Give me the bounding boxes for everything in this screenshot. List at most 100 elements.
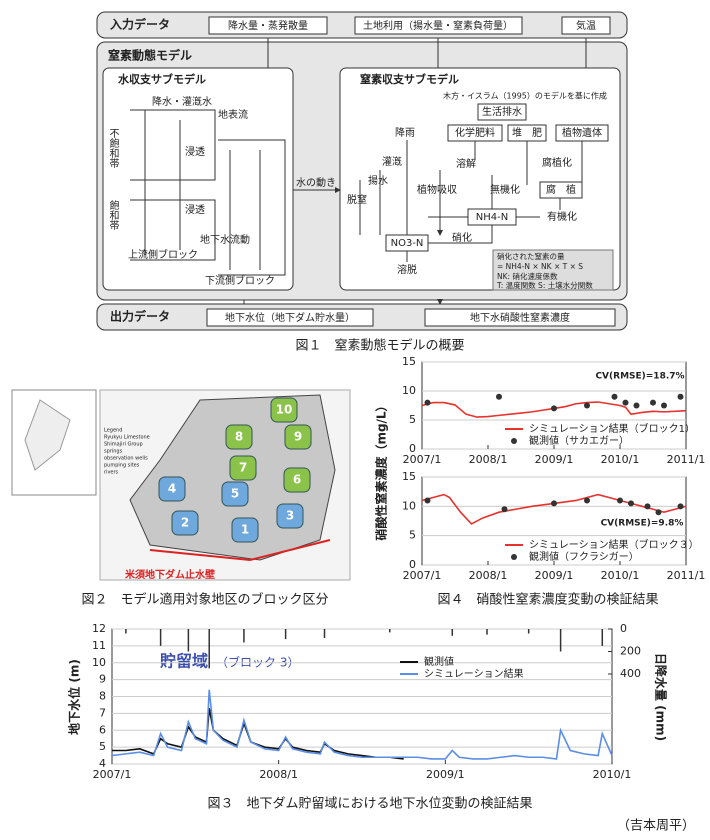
y2-tick-label: 0: [620, 622, 627, 635]
legend-label: 観測値（フクラシガー）: [529, 550, 639, 563]
block-label: 5: [231, 487, 239, 501]
y-tick-label: 0: [409, 558, 416, 571]
y-tick-label: 0: [409, 442, 416, 455]
marker: [661, 402, 667, 409]
y-tick-label: 10: [92, 656, 106, 669]
bar: [601, 629, 604, 646]
bar: [284, 629, 287, 640]
nitrogen-label: 生活排水: [482, 105, 522, 118]
nitrogen-label: 溶脱: [397, 263, 417, 276]
nitrogen-label: 無機化: [490, 183, 520, 196]
nitrogen-label: 脱窒: [347, 193, 367, 206]
nitrogen-label: 有機化: [547, 210, 577, 223]
caption: 図２ モデル適用対象地区のブロック区分: [81, 592, 328, 608]
nitrogen-label: 硝化: [452, 231, 472, 244]
nitrogen-title: 窒素収支サブモデル: [360, 72, 459, 86]
water-label: 地表流: [218, 108, 248, 121]
block-cylinder: [171, 510, 199, 536]
y2-tick-label: 200: [620, 645, 641, 658]
series-line: [111, 689, 613, 760]
water-label: 浸透: [185, 204, 205, 216]
block-cylinder: [229, 455, 257, 481]
y-tick-label: 15: [402, 470, 416, 483]
y-tick-label: 5: [409, 529, 416, 542]
block-label: 9: [294, 430, 302, 444]
x-tick-label: 2008/1: [469, 453, 508, 466]
input-item-label: 気温: [576, 19, 596, 32]
soil-schematic: [130, 109, 286, 276]
bar: [451, 629, 454, 636]
wall-label: 米須地下ダム止水壁: [125, 568, 215, 581]
marker: [617, 497, 623, 504]
marker: [644, 503, 651, 510]
water-box: [102, 67, 294, 291]
legend-text: rivers: [104, 470, 119, 476]
legend-label: 観測値（サカエガー）: [529, 434, 629, 447]
source-note: 木方・イスラム（1995）のモデルを基に作成: [443, 91, 607, 101]
output-title: 出力データ: [110, 309, 170, 324]
y-tick-label: 12: [92, 622, 106, 635]
block-label: 8: [235, 430, 243, 444]
marker: [501, 506, 508, 513]
bar: [527, 629, 530, 634]
marker: [628, 500, 634, 507]
output-item: [424, 308, 616, 327]
input-item-label: 降水量・蒸発散量: [228, 19, 308, 32]
x-tick-label: 2009/1: [535, 453, 574, 466]
chart-subtitle: （ブロック 3）: [216, 655, 299, 670]
figure-1: 入力データ 降水量・蒸発散量 土地利用（揚水量・窒素負荷量） 気温 窒素動態モデ…: [96, 11, 628, 354]
note-line: NK: 硝化速度係数: [497, 271, 558, 281]
nitrogen-label: NO3-N: [391, 238, 424, 249]
x-tick-label: 2007/1: [93, 768, 132, 781]
legend-swatch: [511, 438, 517, 444]
y-tick-label: 11: [92, 639, 106, 652]
block-cylinder: [283, 467, 311, 493]
nitrogen-label: 化学肥料: [455, 126, 495, 139]
water-label: 地下水流動: [200, 233, 250, 246]
legend-text: observation wells: [104, 456, 148, 462]
output-item: [206, 308, 374, 327]
nitrogen-label: 植物吸収: [417, 183, 457, 196]
legend-swatch: [511, 554, 517, 560]
marker: [551, 500, 557, 507]
water-label: 下流側ブロック: [205, 274, 275, 287]
y-tick-label: 6: [99, 723, 106, 736]
marker: [611, 393, 618, 400]
x-tick-label: 2007/1: [403, 569, 442, 582]
x-tick-label: 2010/1: [601, 453, 640, 466]
legend-label: シミュレーション結果（ブロック1）: [529, 422, 695, 435]
legend-text: pumping sites: [104, 463, 140, 469]
bar: [389, 629, 391, 633]
marker: [622, 399, 629, 406]
y2-axis-label: 日降水量 (mm): [654, 653, 669, 741]
model-title: 窒素動態モデル: [108, 48, 192, 63]
y-tick-label: 5: [99, 740, 106, 753]
bar: [486, 629, 488, 635]
nitrogen-label: 降雨: [395, 126, 415, 139]
note-line: 硝化された窒素の量: [497, 251, 565, 261]
x-tick-label: 2010/1: [593, 768, 632, 781]
y-tick-label: 7: [99, 706, 106, 719]
x-tick-label: 2007/1: [403, 453, 442, 466]
block-label: 7: [239, 461, 247, 475]
water-label: 降水・灌漑水: [152, 95, 212, 108]
nitrogen-flow: [359, 103, 614, 291]
marker: [655, 509, 662, 516]
legend-label: シミュレーション結果: [424, 667, 524, 680]
block-cylinder: [221, 481, 249, 507]
y-tick-label: 8: [99, 690, 106, 703]
marker: [584, 402, 590, 409]
block-label: 2: [181, 516, 189, 530]
marker: [650, 399, 656, 406]
nitrogen-label: 植物遺体: [562, 126, 602, 139]
marker: [424, 497, 431, 504]
block-cylinder: [270, 397, 298, 423]
block-label: 4: [168, 482, 176, 496]
y-tick-label: 5: [409, 413, 416, 426]
block-label: 6: [293, 473, 301, 487]
nitrogen-label: 堆 肥: [512, 127, 542, 139]
x-tick-label: 2011/1: [667, 569, 706, 582]
x-tick-label: 2009/1: [535, 569, 574, 582]
